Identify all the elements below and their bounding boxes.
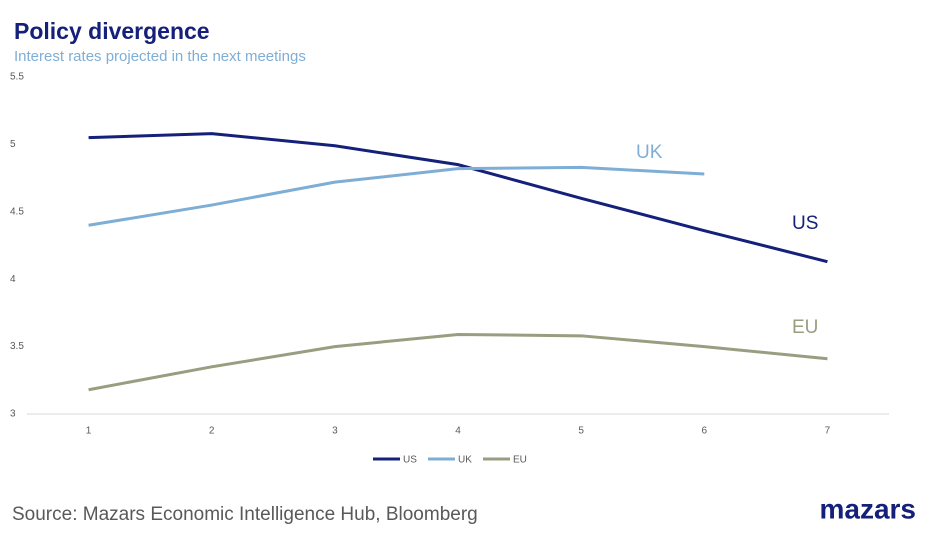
x-tick-label: 4 — [455, 426, 461, 437]
source: Source: Mazars Economic Intelligence Hub… — [12, 504, 478, 525]
x-tick-label: 7 — [825, 426, 831, 437]
series-label: EU — [792, 317, 818, 338]
legend-label: UK — [458, 455, 472, 466]
legend-label: US — [403, 455, 417, 466]
series-line — [88, 132, 828, 264]
series-line — [88, 332, 828, 392]
y-tick-label: 4 — [10, 274, 16, 285]
legend-label: EU — [513, 455, 527, 466]
series-line — [88, 165, 705, 227]
x-tick-label: 5 — [578, 426, 584, 437]
chart-title: Policy divergence — [14, 18, 210, 44]
y-tick-label: 3 — [10, 409, 16, 420]
y-tick-label: 4.5 — [10, 206, 24, 217]
x-tick-label: 6 — [702, 426, 708, 437]
chart-subtitle: Interest rates projected in the next mee… — [14, 48, 306, 65]
series-label: UK — [636, 142, 663, 163]
x-tick-label: 3 — [332, 426, 338, 437]
y-tick-label: 3.5 — [10, 341, 24, 352]
x-tick-label: 2 — [209, 426, 215, 437]
x-tick-label: 1 — [86, 426, 92, 437]
series-label: US — [792, 213, 818, 234]
logo: mazars — [819, 493, 916, 524]
y-tick-label: 5 — [10, 139, 16, 150]
y-tick-label: 5.5 — [10, 72, 24, 83]
